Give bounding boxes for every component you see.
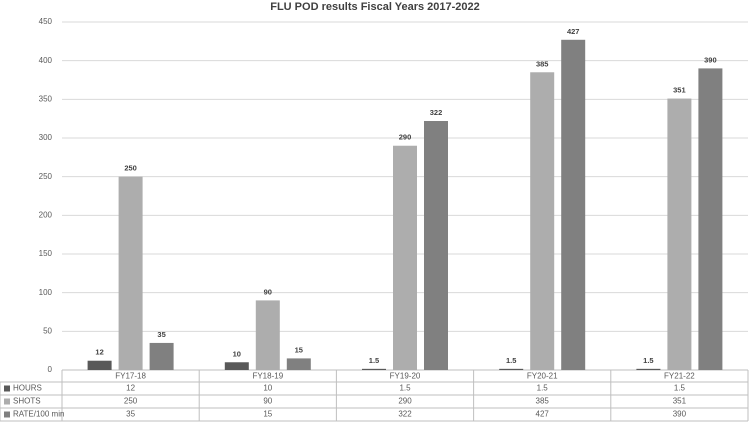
legend-label: RATE/100 min <box>13 410 64 419</box>
y-tick-label: 0 <box>48 365 53 374</box>
legend-label: SHOTS <box>13 397 41 406</box>
table-cell: 90 <box>263 397 272 406</box>
table-cell: 427 <box>536 410 550 419</box>
y-tick-label: 250 <box>39 172 53 181</box>
bar <box>362 368 386 370</box>
legend-label: HOURS <box>13 384 42 393</box>
value-label: 390 <box>704 55 717 64</box>
y-tick-label: 400 <box>39 56 53 65</box>
bar <box>636 368 661 370</box>
value-label: 351 <box>673 86 686 95</box>
bar <box>393 145 417 370</box>
bar <box>561 39 586 370</box>
value-label: 10 <box>233 349 241 358</box>
bar <box>255 300 280 370</box>
value-label: 322 <box>430 108 443 117</box>
value-label: 250 <box>124 164 137 173</box>
table-cell: 290 <box>398 397 412 406</box>
value-label: 1.5 <box>369 356 379 365</box>
x-tick-label: FY19-20 <box>390 372 421 381</box>
bar <box>424 120 448 370</box>
table-cell: 322 <box>398 410 412 419</box>
x-tick-label: FY21-22 <box>664 372 695 381</box>
table-cell: 390 <box>673 410 687 419</box>
table-cell: 1.5 <box>399 384 411 393</box>
y-tick-label: 100 <box>39 288 53 297</box>
y-tick-label: 200 <box>39 210 53 219</box>
table-cell: 12 <box>126 384 135 393</box>
bar <box>149 342 174 370</box>
value-label: 35 <box>157 330 165 339</box>
value-label: 290 <box>399 133 412 142</box>
value-label: 1.5 <box>506 356 516 365</box>
value-label: 12 <box>95 348 103 357</box>
table-cell: 385 <box>536 397 550 406</box>
value-label: 15 <box>295 345 303 354</box>
y-tick-label: 150 <box>39 249 53 258</box>
bar <box>667 98 692 370</box>
table-cell: 10 <box>263 384 272 393</box>
y-tick-label: 50 <box>43 326 52 335</box>
table-cell: 351 <box>673 397 687 406</box>
legend-swatch <box>4 398 10 405</box>
value-label: 385 <box>536 59 549 68</box>
y-tick-label: 450 <box>39 17 53 26</box>
table-cell: 15 <box>263 410 272 419</box>
bar <box>530 72 555 371</box>
bar <box>87 360 112 370</box>
table-cell: 1.5 <box>537 384 549 393</box>
bar <box>286 358 311 370</box>
legend-swatch <box>4 385 10 392</box>
chart-title: FLU POD results Fiscal Years 2017-2022 <box>270 1 480 13</box>
value-label: 427 <box>567 27 580 36</box>
y-tick-label: 350 <box>39 94 53 103</box>
value-label: 1.5 <box>643 356 653 365</box>
table-cell: 250 <box>124 397 138 406</box>
x-tick-label: FY17-18 <box>115 372 146 381</box>
value-label: 90 <box>264 287 272 296</box>
y-tick-label: 300 <box>39 133 53 142</box>
table-cell: 1.5 <box>674 384 686 393</box>
bar <box>224 362 249 370</box>
bar <box>499 368 524 370</box>
bar <box>118 176 143 370</box>
bar <box>698 68 723 371</box>
x-tick-label: FY18-19 <box>252 372 283 381</box>
legend-swatch <box>4 411 10 418</box>
table-cell: 35 <box>126 410 135 419</box>
x-tick-label: FY20-21 <box>527 372 558 381</box>
